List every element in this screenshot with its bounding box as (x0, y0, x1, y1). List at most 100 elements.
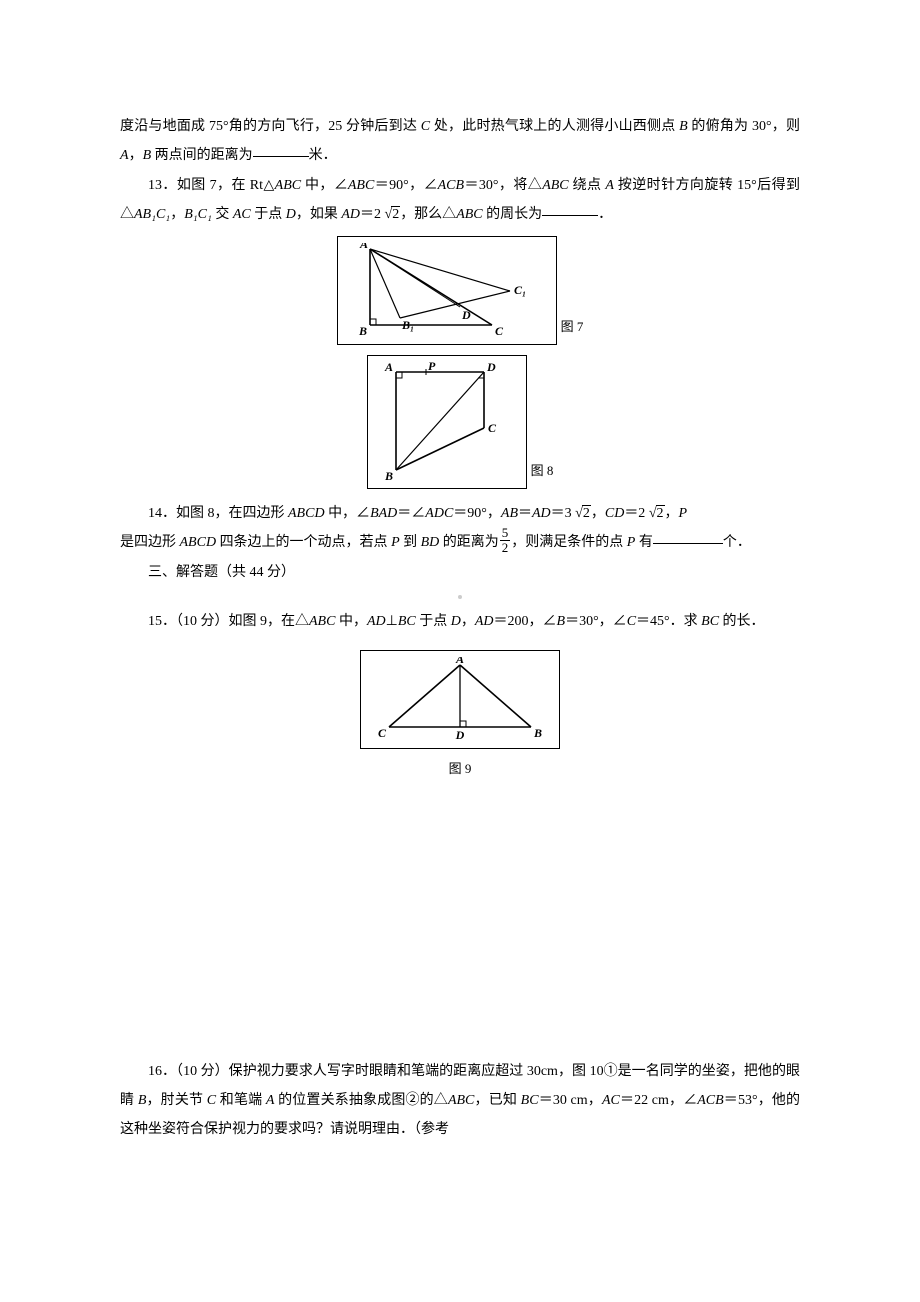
text: 处，此时热气球上的人测得小山西侧点 (430, 119, 679, 134)
q14-line2: 是四边形 ABCD 四条边上的一个动点，若点 P 到 BD 的距离为52，则满足… (120, 528, 800, 558)
text: 中，∠ (325, 506, 371, 521)
text: ． (598, 207, 612, 222)
text: ＝ (518, 506, 532, 521)
seg: ABCD (288, 506, 325, 521)
seg: AD (532, 506, 551, 521)
text: ⊥ (386, 614, 398, 629)
svg-text:D: D (486, 362, 496, 374)
figure-8-caption: 图 8 (531, 457, 554, 484)
q16: 16．（10 分）保护视力要求人写字时眼睛和笔端的距离应超过 30cm，图 10… (120, 1057, 800, 1145)
center-marker (458, 595, 462, 599)
figure-7: A B C B₁ C₁ D (337, 236, 557, 345)
text: 绕点 (569, 178, 606, 193)
seg: ABC (275, 178, 301, 193)
text: ， (129, 148, 143, 163)
pt: D (286, 207, 296, 222)
text: 中， (335, 614, 367, 629)
sqrt2: √2 (649, 506, 665, 521)
text: 两点间的距离为 (151, 148, 253, 163)
text: ＝200，∠ (494, 614, 557, 629)
sqrt2: √2 (385, 207, 401, 222)
text: ，肘关节 (146, 1093, 206, 1108)
svg-text:C: C (488, 421, 497, 435)
seg: AC (233, 207, 251, 222)
svg-text:B: B (533, 726, 542, 740)
pt: D (451, 614, 461, 629)
svg-text:C: C (495, 324, 504, 338)
fraction-5-2: 52 (500, 526, 511, 556)
svg-text:D: D (455, 728, 465, 742)
seg: CD (605, 506, 624, 521)
seg: BC (521, 1093, 539, 1108)
text: ，那么△ (400, 207, 456, 222)
svg-text:A: A (384, 362, 393, 374)
seg: ABC (542, 178, 568, 193)
pt: B (557, 614, 566, 629)
section-3-heading: 三、解答题（共 44 分） (120, 558, 800, 587)
seg: BAD (370, 506, 397, 521)
text: ＝30°，∠ (565, 614, 627, 629)
text: 交 (212, 207, 233, 222)
text: 13．如图 7，在 Rt△ (148, 178, 275, 193)
text: ＝2 (360, 207, 385, 222)
seg: BC (398, 614, 416, 629)
figure-9-caption: 图 9 (120, 755, 800, 782)
text: ， (591, 506, 605, 521)
text: ＝3 (551, 506, 576, 521)
svg-text:B: B (384, 469, 393, 482)
svg-text:B₁: B₁ (401, 318, 414, 332)
answer-blank[interactable] (653, 529, 723, 544)
answer-space (120, 797, 800, 1057)
seg: AD (341, 207, 360, 222)
seg: ACB (697, 1093, 723, 1108)
svg-text:C: C (378, 726, 387, 740)
svg-text:A: A (359, 243, 368, 251)
point-c: C (421, 119, 430, 134)
text: 15．（10 分）如图 9，在△ (148, 614, 309, 629)
text: 14．如图 8，在四边形 (148, 506, 288, 521)
pt: P (391, 535, 400, 550)
text: 度沿与地面成 75°角的方向飞行，25 分钟后到达 (120, 119, 421, 134)
figure-8-block: ADCBP 图 8 (120, 355, 800, 489)
text: ， (665, 506, 679, 521)
seg: ABC (309, 614, 335, 629)
text: ＝30°，将△ (464, 178, 542, 193)
seg: ABC (456, 207, 482, 222)
svg-text:D: D (461, 308, 471, 322)
svg-text:A: A (455, 657, 464, 666)
q15: 15．（10 分）如图 9，在△ABC 中，AD⊥BC 于点 D，AD＝200，… (120, 607, 800, 636)
seg: AB₁C₁ (134, 207, 170, 222)
svg-text:C₁: C₁ (514, 283, 526, 297)
text: 和笔端 (216, 1093, 266, 1108)
answer-blank[interactable] (253, 142, 309, 157)
text: ， (170, 207, 184, 222)
text: 到 (400, 535, 421, 550)
sqrt2: √2 (575, 506, 591, 521)
figure-7-block: ABCB₁C₁D 图 7 (120, 236, 800, 345)
svg-text:B: B (358, 324, 367, 338)
text: 的位置关系抽象成图②的△ (274, 1093, 447, 1108)
text: 中，∠ (301, 178, 348, 193)
point-b: B (679, 119, 688, 134)
text: 的长． (719, 614, 765, 629)
text: 的距离为 (439, 535, 499, 550)
text: 于点 (251, 207, 286, 222)
seg: AD (367, 614, 386, 629)
q12-continuation: 度沿与地面成 75°角的方向飞行，25 分钟后到达 C 处，此时热气球上的人测得… (120, 112, 800, 171)
q13: 13．如图 7，在 Rt△ABC 中，∠ABC＝90°，∠ACB＝30°，将△A… (120, 171, 800, 230)
seg: BC (701, 614, 719, 629)
point-b2: B (143, 148, 152, 163)
answer-blank[interactable] (542, 201, 598, 216)
seg: ABC (348, 178, 374, 193)
text: 有 (635, 535, 653, 550)
pt: A (605, 178, 614, 193)
text: 的周长为 (483, 207, 543, 222)
seg: ADC (425, 506, 453, 521)
point-a: A (120, 148, 129, 163)
figure-9: A C B D (360, 650, 560, 749)
seg: ACB (438, 178, 464, 193)
text: 四条边上的一个动点，若点 (216, 535, 391, 550)
text: ＝45°．求 (636, 614, 701, 629)
text: ，则满足条件的点 (511, 535, 627, 550)
text: ＝22 cm，∠ (620, 1093, 697, 1108)
